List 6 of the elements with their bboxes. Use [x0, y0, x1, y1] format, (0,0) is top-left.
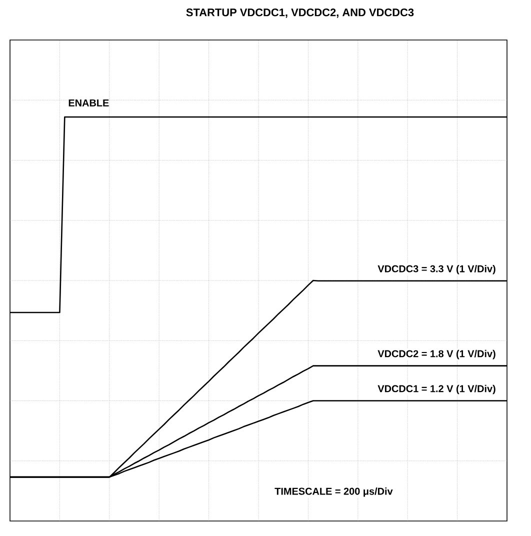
- series-label: VDCDC2 = 1.8 V (1 V/Div): [378, 350, 496, 360]
- text: TIMESCALE = 200 μs/Div: [274, 488, 393, 497]
- series-label: VDCDC3 = 3.3 V (1 V/Div): [378, 264, 496, 274]
- series-label: ENABLE: [68, 99, 109, 106]
- series-label: VDCDC1 = 1.2 V (1 V/Div): [378, 384, 496, 394]
- chart-title: STARTUP VDCDC1, VDCDC2, AND VDCDC3: [186, 8, 414, 18]
